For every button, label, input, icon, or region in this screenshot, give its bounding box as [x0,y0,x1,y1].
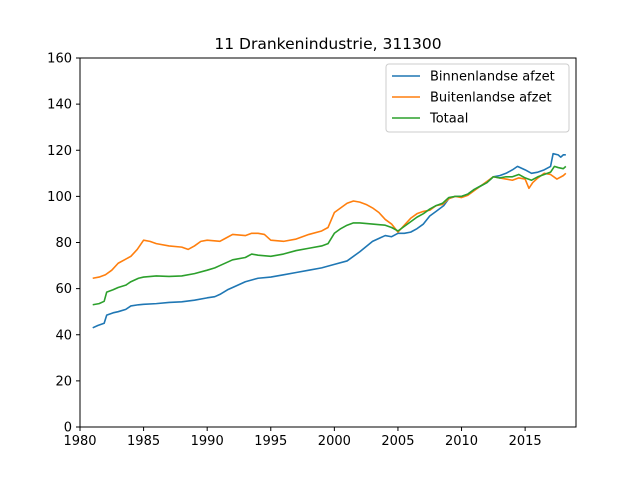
x-tick-label: 1995 [254,434,287,449]
y-tick-label: 0 [64,421,72,436]
legend-label-1: Buitenlandse afzet [430,91,552,106]
y-tick-label: 80 [55,236,72,251]
x-tick-label: 1990 [191,434,224,449]
legend-label-0: Binnenlandse afzet [430,70,555,85]
series-line-2 [92,165,567,306]
legend-label-2: Totaal [429,112,468,127]
x-tick-label: 1985 [127,434,160,449]
y-tick-label: 20 [55,374,72,389]
chart-title: 11 Drankenindustrie, 311300 [214,35,441,53]
y-tick-label: 60 [55,282,72,297]
x-axis: 1980 1985 1990 1995 2000 2005 2010 2015 [63,427,542,449]
y-tick-label: 100 [47,190,72,205]
legend: Binnenlandse afzet Buitenlandse afzet Tota… [385,63,570,133]
series-layer [92,152,567,329]
y-tick-label: 140 [47,98,72,113]
x-tick-label: 2010 [445,434,478,449]
y-tick-label: 160 [47,52,72,67]
x-tick-label: 1980 [63,434,96,449]
series-line-1 [92,172,567,280]
x-tick-label: 2005 [381,434,414,449]
y-tick-label: 40 [55,328,72,343]
y-axis: 0 20 40 60 80 100 120 140 160 [47,52,80,436]
legend-box [385,63,570,133]
y-tick-label: 120 [47,144,72,159]
x-tick-label: 2000 [318,434,351,449]
x-tick-label: 2015 [509,434,542,449]
series-line-0 [92,152,566,329]
